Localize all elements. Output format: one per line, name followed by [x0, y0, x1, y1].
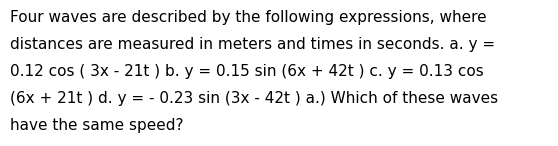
Text: 0.12 cos ( 3x - 21t ) b. y = 0.15 sin (6x + 42t ) c. y = 0.13 cos: 0.12 cos ( 3x - 21t ) b. y = 0.15 sin (6…: [10, 64, 484, 79]
Text: (6x + 21t ) d. y = - 0.23 sin (3x - 42t ) a.) Which of these waves: (6x + 21t ) d. y = - 0.23 sin (3x - 42t …: [10, 91, 498, 106]
Text: have the same speed?: have the same speed?: [10, 118, 184, 133]
Text: distances are measured in meters and times in seconds. a. y =: distances are measured in meters and tim…: [10, 37, 495, 52]
Text: Four waves are described by the following expressions, where: Four waves are described by the followin…: [10, 10, 487, 25]
